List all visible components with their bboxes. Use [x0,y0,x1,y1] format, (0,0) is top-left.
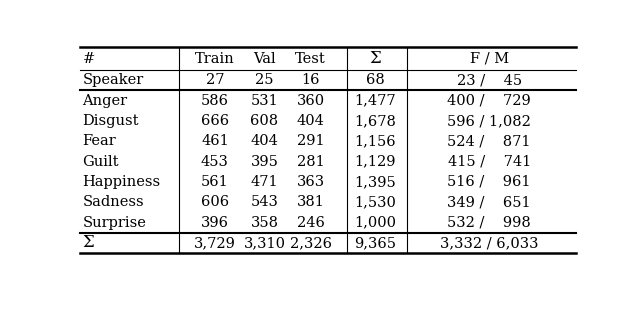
Text: 16: 16 [301,73,320,87]
Text: 453: 453 [201,155,229,169]
Text: Σ: Σ [369,50,381,67]
Text: 471: 471 [251,175,278,189]
Text: 363: 363 [296,175,324,189]
Text: 396: 396 [201,216,229,230]
Text: Anger: Anger [83,94,127,108]
Text: #: # [83,52,95,66]
Text: Val: Val [253,52,276,66]
Text: Train: Train [195,52,235,66]
Text: 3,310: 3,310 [243,236,285,250]
Text: 561: 561 [201,175,228,189]
Text: 1,156: 1,156 [355,134,396,148]
Text: Disgust: Disgust [83,114,139,128]
Text: 1,129: 1,129 [355,155,396,169]
Text: 532 /    998: 532 / 998 [447,216,531,230]
Text: 606: 606 [201,195,229,209]
Text: 381: 381 [297,195,324,209]
Text: 586: 586 [201,94,229,108]
Text: Σ: Σ [83,234,94,251]
Text: 358: 358 [250,216,278,230]
Text: 68: 68 [365,73,385,87]
Text: 404: 404 [251,134,278,148]
Text: F / M: F / M [470,52,509,66]
Text: 1,395: 1,395 [355,175,396,189]
Text: 524 /    871: 524 / 871 [447,134,531,148]
Text: 461: 461 [201,134,228,148]
Text: 1,530: 1,530 [354,195,396,209]
Text: 349 /    651: 349 / 651 [447,195,531,209]
Text: 27: 27 [205,73,224,87]
Text: Surprise: Surprise [83,216,147,230]
Text: Speaker: Speaker [83,73,144,87]
Text: 1,477: 1,477 [355,94,396,108]
Text: 516 /    961: 516 / 961 [447,175,531,189]
Text: 1,678: 1,678 [354,114,396,128]
Text: 9,365: 9,365 [354,236,396,250]
Text: 23 /    45: 23 / 45 [456,73,522,87]
Text: 3,729: 3,729 [194,236,236,250]
Text: 3,332 / 6,033: 3,332 / 6,033 [440,236,538,250]
Text: 596 / 1,082: 596 / 1,082 [447,114,531,128]
Text: Sadness: Sadness [83,195,144,209]
Text: Guilt: Guilt [83,155,119,169]
Text: 1,000: 1,000 [354,216,396,230]
Text: 246: 246 [297,216,324,230]
Text: Happiness: Happiness [83,175,161,189]
Text: 2,326: 2,326 [290,236,332,250]
Text: 608: 608 [250,114,278,128]
Text: 531: 531 [251,94,278,108]
Text: 25: 25 [255,73,274,87]
Text: Fear: Fear [83,134,116,148]
Text: 281: 281 [297,155,324,169]
Text: 543: 543 [251,195,278,209]
Text: 400 /    729: 400 / 729 [447,94,531,108]
Text: 415 /    741: 415 / 741 [447,155,531,169]
Text: 360: 360 [296,94,324,108]
Text: Test: Test [295,52,326,66]
Text: 395: 395 [251,155,278,169]
Text: 291: 291 [297,134,324,148]
Text: 666: 666 [201,114,229,128]
Text: 404: 404 [297,114,324,128]
